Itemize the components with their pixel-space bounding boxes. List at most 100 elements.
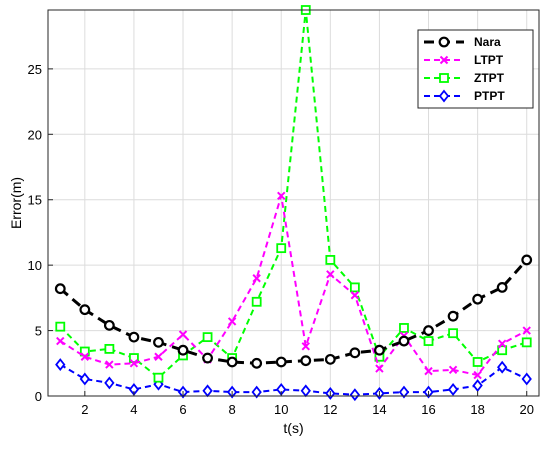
y-tick-label: 0 xyxy=(35,389,42,404)
data-point-ltpt xyxy=(326,270,335,279)
y-tick-label: 15 xyxy=(28,193,42,208)
data-point-nara xyxy=(423,325,434,336)
data-point-ztpt xyxy=(325,255,336,265)
y-tick-label: 20 xyxy=(28,127,42,142)
x-tick-label: 10 xyxy=(274,402,288,417)
x-axis-title: t(s) xyxy=(283,420,303,436)
data-point-ltpt xyxy=(56,336,65,346)
ticks: 2 4 6 8 10 12 14 16 18 20 0 5 10 15 20 25 xyxy=(28,62,534,417)
data-point-ztpt xyxy=(153,372,164,383)
data-point-ptpt xyxy=(472,379,483,392)
y-tick-label: 5 xyxy=(35,324,42,339)
data-point-ltpt xyxy=(178,330,188,339)
y-tick-label: 10 xyxy=(28,258,42,273)
legend-label-ltpt: LTPT xyxy=(474,53,504,67)
data-point-ptpt xyxy=(251,385,262,399)
series-nara xyxy=(54,254,533,369)
data-point-ptpt xyxy=(104,376,115,390)
data-point-ltpt xyxy=(497,339,507,348)
data-point-nara xyxy=(521,254,533,266)
legend-item-ptpt: PTPT xyxy=(424,89,505,103)
x-tick-label: 8 xyxy=(229,402,236,417)
data-point-ztpt xyxy=(104,343,115,354)
data-point-ltpt xyxy=(80,352,90,361)
data-point-ptpt xyxy=(349,388,361,402)
data-point-ztpt xyxy=(448,328,458,339)
data-point-ztpt xyxy=(349,282,360,293)
data-point-ltpt xyxy=(227,317,237,326)
data-point-ltpt xyxy=(375,364,384,373)
data-point-ztpt xyxy=(251,296,262,307)
data-point-ltpt xyxy=(277,191,286,201)
x-tick-label: 4 xyxy=(130,402,137,417)
x-tick-label: 6 xyxy=(179,402,186,417)
x-tick-label: 14 xyxy=(372,402,386,417)
data-point-ztpt xyxy=(521,337,532,348)
legend-item-ltpt: LTPT xyxy=(424,53,504,67)
series-ltpt xyxy=(56,191,531,380)
legend-label-ptpt: PTPT xyxy=(474,89,505,103)
data-point-nara xyxy=(496,281,508,293)
data-point-nara xyxy=(79,304,91,316)
data-point-nara xyxy=(398,335,410,347)
data-point-ptpt xyxy=(398,385,410,399)
x-tick-label: 2 xyxy=(81,402,88,417)
legend-item-ztpt: ZTPT xyxy=(424,71,505,85)
data-point-ztpt xyxy=(399,323,409,333)
x-tick-label: 12 xyxy=(323,402,337,417)
data-point-ltpt xyxy=(350,291,360,300)
data-point-nara xyxy=(177,344,189,356)
legend-item-nara: Nara xyxy=(424,35,501,49)
data-point-ptpt xyxy=(55,358,66,372)
legend-marker-nara xyxy=(438,36,450,48)
data-point-nara xyxy=(226,356,238,368)
data-point-nara xyxy=(251,357,263,369)
data-point-ltpt xyxy=(448,365,458,375)
series-layer xyxy=(54,5,533,402)
y-axis-title: Error(m) xyxy=(8,177,24,229)
data-point-ztpt xyxy=(472,357,483,367)
data-point-nara xyxy=(300,355,312,367)
data-point-ptpt xyxy=(447,383,459,396)
data-point-ztpt xyxy=(497,345,508,356)
data-point-ltpt xyxy=(473,370,482,380)
data-point-ltpt xyxy=(252,274,261,283)
data-point-nara xyxy=(349,347,361,359)
x-tick-label: 18 xyxy=(470,402,484,417)
x-tick-label: 16 xyxy=(421,402,435,417)
data-point-ztpt xyxy=(55,321,66,332)
legend-label-ztpt: ZTPT xyxy=(474,71,505,85)
data-point-nara xyxy=(54,283,66,295)
legend-marker-ptpt xyxy=(438,89,450,103)
data-point-ztpt xyxy=(276,243,287,254)
data-point-ztpt xyxy=(423,336,434,346)
data-point-ptpt xyxy=(497,360,508,374)
plot-frame xyxy=(47,9,540,397)
data-point-ltpt xyxy=(105,360,114,369)
data-point-nara xyxy=(202,352,213,364)
y-tick-label: 25 xyxy=(28,62,42,77)
data-point-nara xyxy=(103,319,115,331)
data-point-nara xyxy=(472,293,484,305)
data-point-ptpt xyxy=(79,372,90,386)
data-point-nara xyxy=(275,356,287,368)
data-point-nara xyxy=(153,336,164,348)
data-point-nara xyxy=(447,310,459,322)
legend-marker-ztpt xyxy=(439,73,449,83)
legend-marker-ltpt xyxy=(439,55,449,65)
data-point-nara xyxy=(324,353,336,365)
data-point-ptpt xyxy=(521,372,532,386)
series-line-ltpt xyxy=(59,195,528,377)
data-point-nara xyxy=(374,344,385,356)
legend: Nara LTPT ZTPT PTPT xyxy=(417,29,534,109)
data-point-ztpt xyxy=(202,332,213,343)
data-point-ltpt xyxy=(154,352,163,361)
data-point-ltpt xyxy=(301,342,310,351)
data-point-nara xyxy=(128,331,140,343)
data-point-ltpt xyxy=(522,326,531,335)
data-point-ltpt xyxy=(424,366,433,376)
legend-label-nara: Nara xyxy=(474,35,501,49)
data-point-ltpt xyxy=(129,359,139,368)
